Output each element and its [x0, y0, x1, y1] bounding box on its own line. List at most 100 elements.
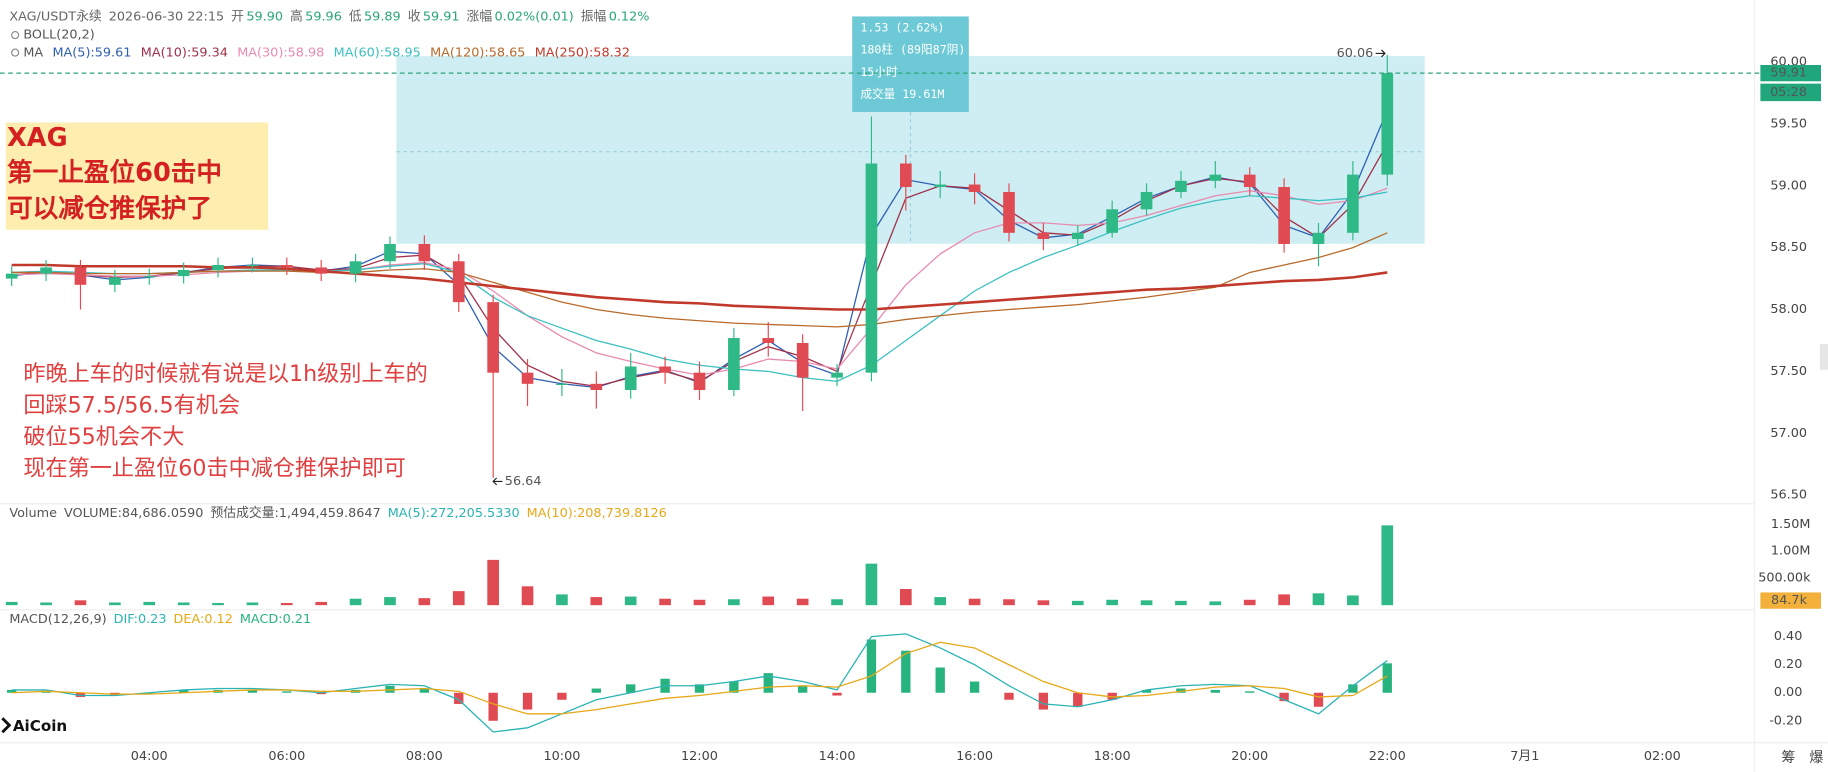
volume-legend: Volume VOLUME:84,686.0590 预估成交量:1,494,459.… — [9, 505, 666, 521]
note-line: 可以减仓推保护了 — [7, 193, 212, 224]
volume-bar — [728, 599, 740, 606]
volume-bar — [1312, 593, 1325, 606]
candle-body — [556, 383, 568, 385]
candle-body — [212, 264, 224, 270]
y-tick-label: 58.00 — [1770, 302, 1807, 317]
volume-bar — [452, 591, 465, 606]
legend-entry: MA(30):58.98 — [237, 45, 324, 60]
note-text: 破位55机会不大 — [23, 424, 184, 450]
datetime: 2026-06-30 22:15 — [109, 9, 224, 24]
volume-bar — [865, 563, 878, 606]
ma-title: MA — [23, 45, 43, 60]
candle-body — [40, 267, 52, 274]
candle-body — [1071, 232, 1084, 240]
macd-bar — [1245, 691, 1255, 693]
macd-bar — [832, 692, 842, 696]
macd-bar — [282, 691, 292, 693]
candle-body — [1278, 187, 1290, 244]
macd-bar — [454, 692, 464, 704]
field-label: 低 — [349, 9, 362, 24]
legend-entry: MA(10):59.34 — [141, 45, 228, 60]
macd-bar — [7, 689, 17, 693]
plot-layer — [5, 54, 1394, 733]
macd-bar — [41, 691, 51, 693]
macd-bar — [1348, 684, 1358, 693]
y-tick-label: 0.00 — [1774, 685, 1803, 700]
price-badge-label: 59.91 — [1770, 66, 1807, 81]
y-tick-label: 1.50M — [1771, 517, 1811, 532]
volume-bar — [1278, 594, 1290, 606]
candle-body — [590, 383, 603, 391]
series-line — [11, 263, 1388, 311]
indicator-label: BOLL(20,2) — [23, 28, 94, 43]
macd-bar — [178, 689, 189, 693]
candle-body — [1037, 232, 1050, 240]
macd-bar — [935, 667, 945, 693]
x-tick-label: 7月1 — [1510, 749, 1539, 764]
volume-bar — [968, 598, 981, 606]
candle-body — [1381, 73, 1394, 175]
field-value: 59.89 — [364, 9, 401, 24]
legend-entry: MA(120):58.65 — [430, 45, 525, 60]
volume-bar — [315, 601, 328, 606]
candle-body — [659, 366, 671, 373]
candle-body — [452, 261, 465, 303]
volume-bar — [74, 600, 87, 606]
field-label: 振幅 — [581, 9, 607, 24]
x-tick-label: 06:00 — [268, 749, 305, 764]
y-tick-label: 0.20 — [1774, 657, 1803, 672]
header: XAG/USDT永续 2026-06-30 22:15 开 59.90 高 59.96 低 5… — [9, 8, 649, 24]
macd-title: MACD(12,26,9) — [9, 612, 106, 627]
volume-bar — [1003, 599, 1015, 606]
volume-bar — [1381, 525, 1394, 606]
measure-tooltip — [852, 16, 969, 113]
volume-bar — [280, 603, 293, 606]
legend-entry: VOLUME:84,686.0590 — [64, 506, 203, 521]
logo-icon — [1, 717, 12, 734]
volume-bar — [1071, 600, 1084, 606]
candle-body — [418, 243, 431, 262]
extreme-label: 56.64 — [505, 474, 542, 489]
volume-bar — [1243, 599, 1256, 606]
macd-bar — [557, 692, 567, 700]
candle-body — [934, 184, 947, 188]
macd-bar — [969, 681, 980, 693]
macd-bar — [797, 685, 808, 693]
corner-icon[interactable]: 筹 — [1781, 749, 1795, 766]
indicator-icon — [11, 48, 20, 57]
tooltip-line: 15小时 — [860, 65, 898, 79]
side-handle[interactable] — [1819, 344, 1828, 370]
candle-body — [74, 267, 87, 285]
candle-body — [1312, 232, 1325, 244]
macd-bar — [763, 673, 773, 693]
note-line: 第一止盈位60击中 — [7, 157, 222, 188]
extreme-arrow — [492, 477, 503, 486]
macd-bar — [522, 692, 533, 710]
candle-body — [5, 273, 18, 279]
macd-bar — [75, 692, 86, 697]
legend-entry: DIF:0.23 — [114, 612, 167, 627]
extreme-arrow — [1375, 49, 1386, 58]
field-label: 涨幅 — [467, 9, 493, 24]
candle-body — [899, 163, 912, 188]
candle-body — [831, 372, 843, 378]
candle-body — [728, 338, 740, 391]
field-value: 0.02%(0.01) — [495, 9, 574, 24]
volume-bar — [659, 598, 671, 606]
legend-entry: MA(60):58.95 — [334, 45, 421, 60]
macd-bar — [419, 688, 430, 693]
macd-bar — [1382, 663, 1392, 693]
y-tick-label: 59.00 — [1770, 178, 1807, 193]
candle-body — [968, 184, 981, 192]
series-line — [11, 641, 1388, 715]
corner-icon[interactable]: 爆 — [1809, 750, 1823, 766]
candle-body — [1003, 191, 1015, 233]
candle-body — [865, 163, 878, 373]
macd-bar — [626, 684, 636, 693]
volume-bar — [418, 598, 431, 606]
note-text: 昨晚上车的时候就有说是以1h级别上车的 — [23, 361, 428, 387]
candle-body — [280, 264, 293, 268]
candle-body — [1140, 191, 1153, 210]
volume-badge-label: 84.7k — [1771, 593, 1808, 608]
